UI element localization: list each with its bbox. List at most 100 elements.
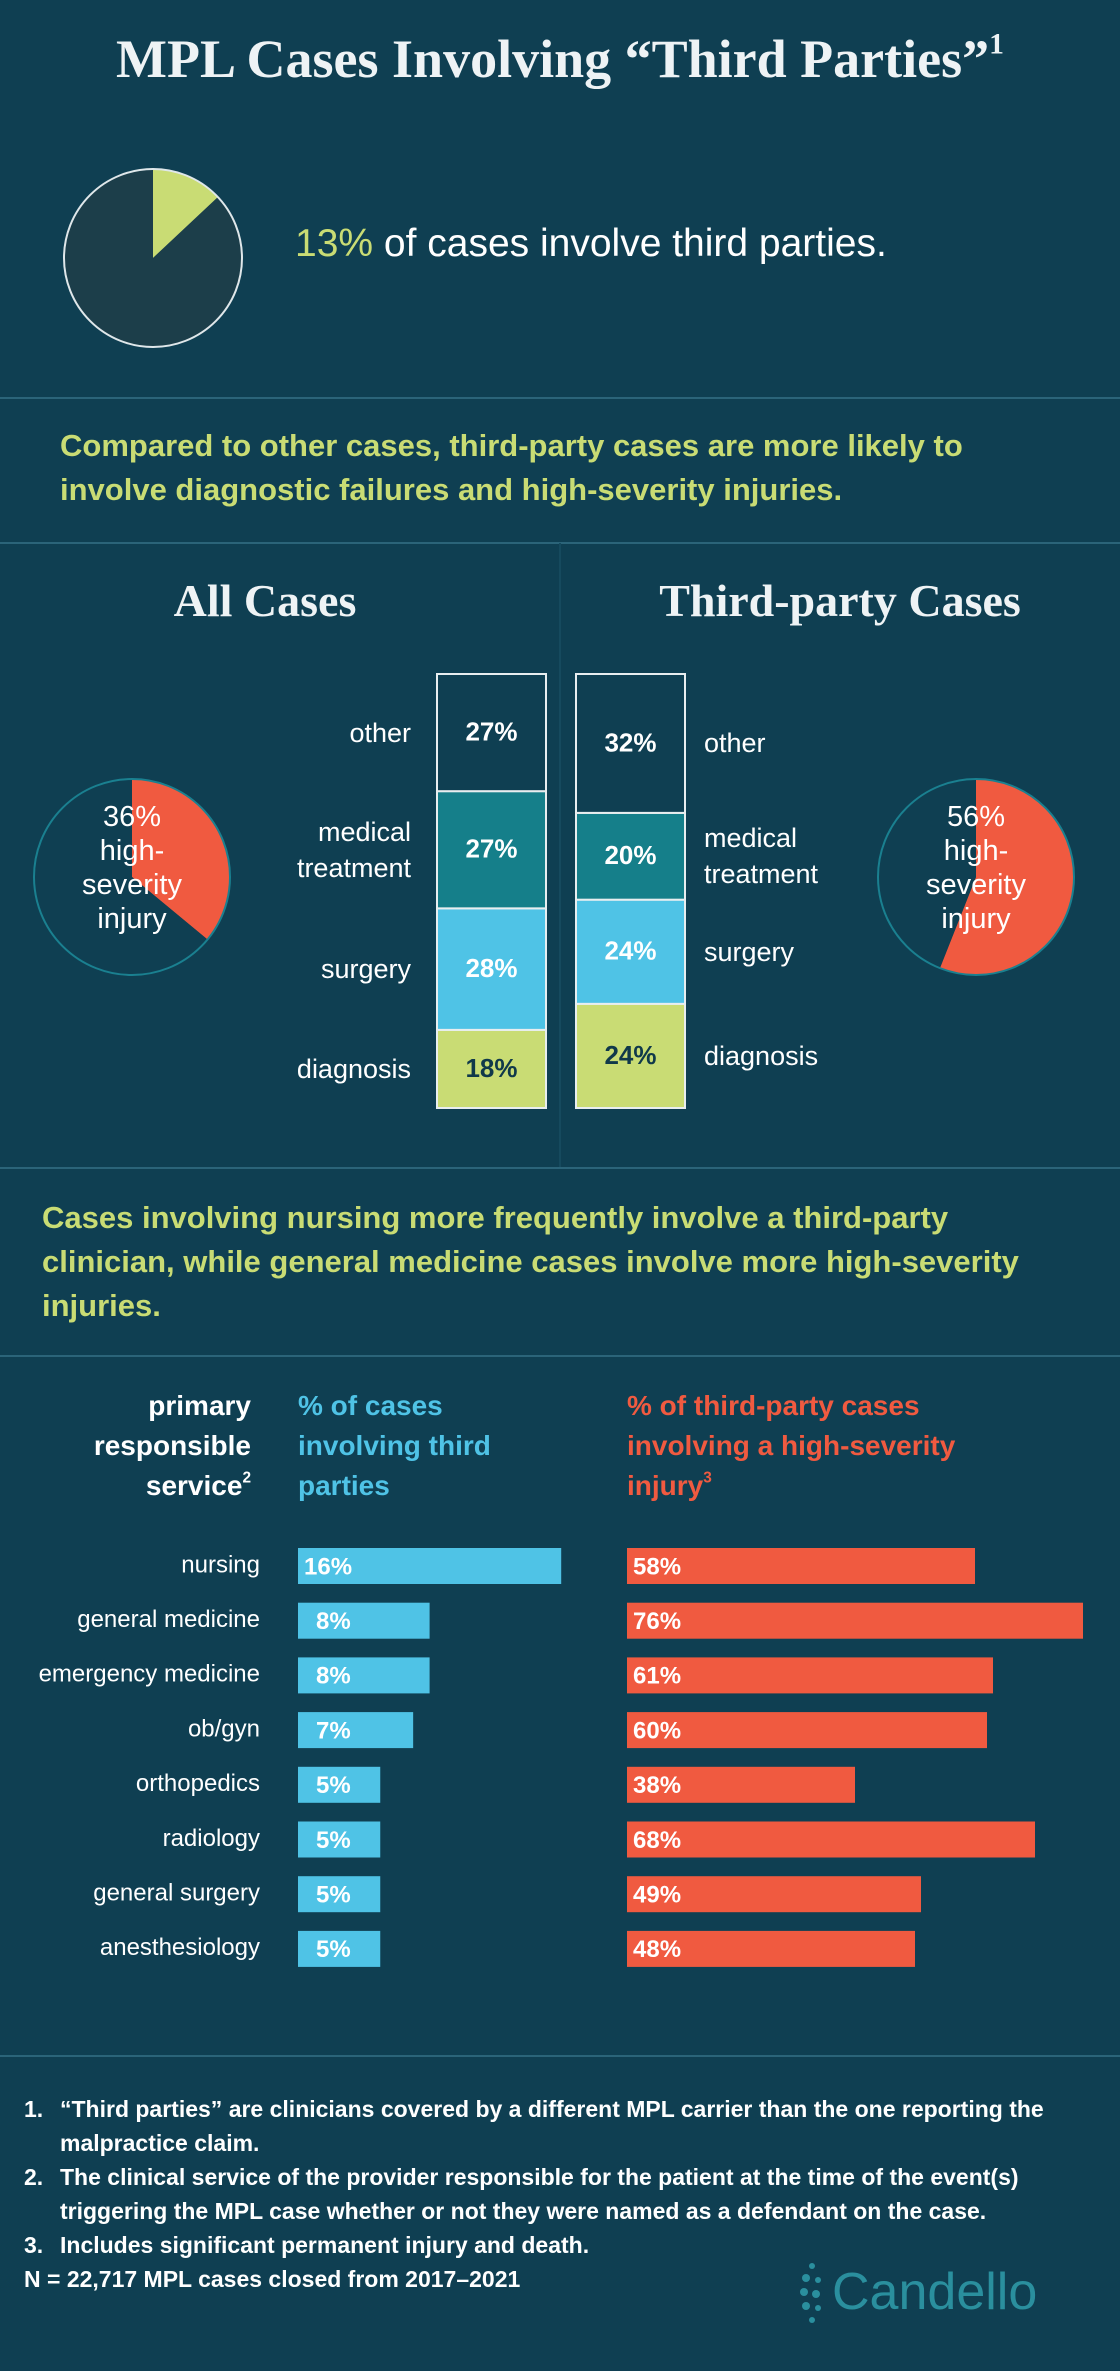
category-label: general medicine (77, 1606, 260, 1633)
footnote-number: 2. (24, 2164, 44, 2190)
bar-segment (436, 790, 547, 910)
bar-label: 5% (316, 1772, 351, 1799)
bar (627, 1930, 915, 1967)
pie-slice (153, 169, 218, 258)
headline-value: 13% (295, 222, 374, 265)
bar-label: 8% (316, 1608, 351, 1635)
bar (298, 1657, 430, 1694)
pie-outline (33, 778, 231, 976)
footnotes: 1. “Third parties” are clinicians covered… (24, 2092, 1094, 2296)
category-label: diagnosis (704, 1040, 819, 1071)
title-text: MPL Cases Involving “Third Parties” (116, 29, 990, 89)
bar (627, 1712, 987, 1749)
bar-segment (436, 907, 547, 1031)
headline: 13% of cases involve third parties. (295, 222, 887, 266)
column-header: primary responsible service2 (41, 1386, 251, 1506)
logo-icon (800, 2263, 821, 2323)
category-label: other (349, 717, 411, 748)
bar-label: 48% (633, 1936, 681, 1963)
segment-label: 20% (604, 840, 656, 870)
sample-note: N = 22,717 MPL cases closed from 2017–20… (24, 2266, 521, 2292)
bar-label: 5% (316, 1936, 351, 1963)
footnote: 3. Includes significant permanent injury … (24, 2228, 1094, 2262)
bar-segment (575, 811, 686, 901)
bar (298, 1766, 381, 1803)
pie-value-label: 36% (102, 801, 162, 833)
footnote-text: The clinical service of the provider res… (60, 2164, 1019, 2224)
bar-label: 76% (633, 1608, 681, 1635)
bar (627, 1602, 1083, 1639)
title-note: 1 (989, 28, 1004, 61)
title: MPL Cases Involving “Third Parties”1 (0, 28, 1120, 90)
bar (298, 1548, 562, 1584)
column-header: % of third-party cases involving a high-… (627, 1386, 972, 1506)
bar (298, 1821, 381, 1858)
ylabel: primary responsible service (93, 1390, 251, 1501)
category-label: other (704, 728, 766, 759)
bar-segment (436, 1028, 547, 1110)
bar-segment (575, 898, 686, 1005)
segment-label: 24% (604, 1040, 656, 1070)
footnote-text: “Third parties” are clinicians covered b… (60, 2096, 1044, 2156)
footnote: 2. The clinical service of the provider r… (24, 2160, 1094, 2228)
logo: Candello (832, 2263, 1038, 2321)
bar (627, 1766, 855, 1803)
bar-label: 5% (316, 1882, 351, 1909)
pie-outline (877, 778, 1075, 976)
category-label: medical treatment (296, 816, 411, 883)
footnote-number: 1. (24, 2096, 44, 2122)
section-title: Third-party Cases (659, 575, 1021, 626)
bar-label: 60% (633, 1717, 681, 1744)
category-label: nursing (181, 1551, 260, 1578)
column-header: % of cases involving third parties (298, 1390, 491, 1501)
category-label: anesthesiology (100, 1934, 260, 1961)
bar (627, 1876, 921, 1913)
segment-label: 27% (465, 716, 517, 746)
section-title: All Cases (173, 575, 357, 626)
ylabel-note: 2 (242, 1469, 251, 1487)
pie-slice (878, 779, 976, 969)
segment-label: 27% (465, 834, 517, 864)
footnote-text: Includes significant permanent injury an… (60, 2232, 590, 2258)
category-label: radiology (163, 1825, 260, 1852)
category-label: orthopedics (136, 1770, 260, 1797)
segment-label: 32% (604, 727, 656, 757)
category-label: surgery (320, 954, 411, 985)
bar-segment (575, 1002, 686, 1110)
category-label: medical treatment (704, 823, 819, 890)
series-name: % of third-party cases involving a high-… (627, 1390, 956, 1501)
pie-value-label: 56% (946, 801, 1006, 833)
bar-label: 7% (316, 1717, 351, 1744)
headline-caption: of cases involve third parties. (383, 222, 887, 265)
bar (298, 1602, 430, 1639)
segment-label: 24% (604, 936, 656, 966)
category-label: general surgery (93, 1880, 260, 1907)
bar (627, 1548, 975, 1584)
bar (627, 1657, 993, 1694)
bar-label: 61% (633, 1663, 681, 1690)
pie-slice (33, 779, 208, 975)
footnote: 1. “Third parties” are clinicians covered… (24, 2092, 1094, 2160)
bar (298, 1876, 381, 1913)
bar-label: 68% (633, 1827, 681, 1854)
pie-slice (132, 779, 230, 940)
bar-label: 5% (316, 1827, 351, 1854)
pie-label: high-severity injury (926, 835, 1026, 935)
bar-label: 38% (633, 1772, 681, 1799)
pie-label: high-severity injury (82, 835, 182, 935)
segment-label: 18% (465, 1053, 517, 1083)
bar-label: 16% (304, 1553, 352, 1580)
bar (298, 1930, 381, 1967)
category-label: surgery (704, 936, 795, 967)
category-label: ob/gyn (188, 1715, 260, 1742)
segment-label: 28% (465, 953, 517, 983)
bar (627, 1821, 1035, 1858)
pie-outline (63, 168, 243, 348)
bar-label: 49% (633, 1882, 681, 1909)
bar-label: 8% (316, 1663, 351, 1690)
bar-segment (575, 673, 686, 814)
series-note: 3 (703, 1469, 712, 1487)
category-label: emergency medicine (39, 1661, 260, 1688)
